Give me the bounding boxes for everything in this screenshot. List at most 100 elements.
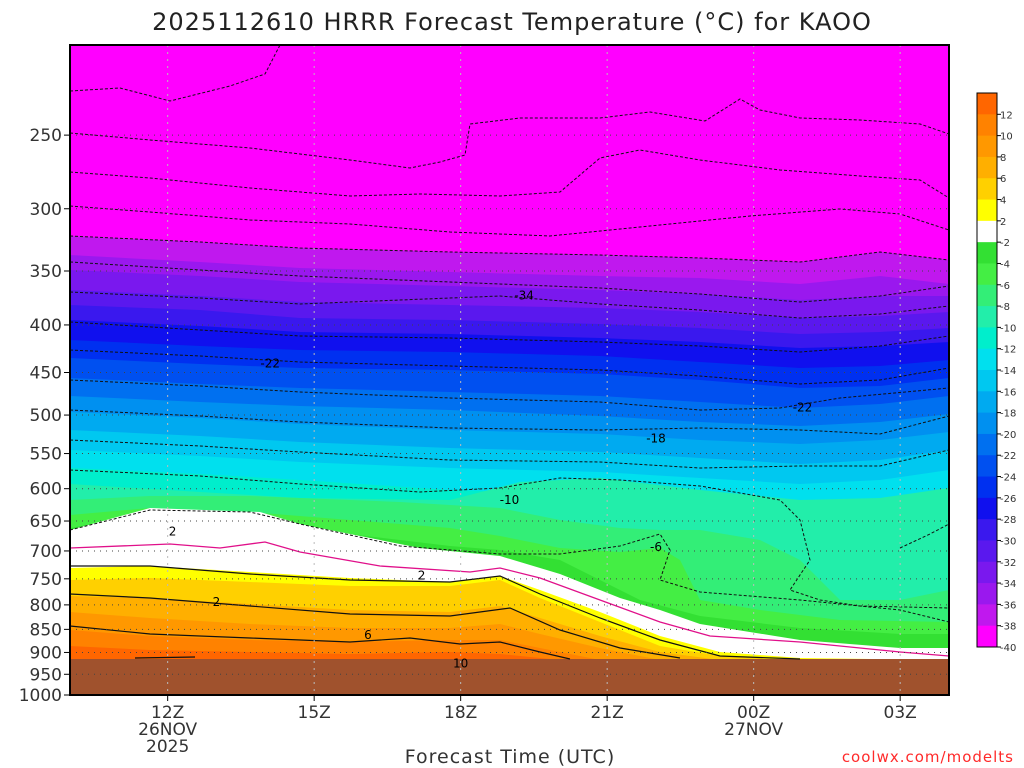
y-tick-label: 400: [30, 316, 62, 336]
colorbar-label: 12: [1000, 110, 1013, 121]
x-tick-label: 27NOV: [724, 720, 783, 740]
contour-label: -34: [514, 289, 534, 303]
y-tick-label: 900: [30, 643, 62, 663]
isotherm-line: [70, 565, 801, 660]
x-tick-label: 12Z: [151, 703, 184, 723]
colorbar-label: -6: [1000, 281, 1010, 292]
x-tick-label: 21Z: [591, 703, 624, 723]
colorbar-swatch: [977, 391, 997, 414]
colorbar-swatch: [977, 135, 997, 158]
y-tick-label: 650: [30, 512, 62, 532]
colorbar-label: -24: [1000, 473, 1016, 484]
isotherm-line: [70, 321, 949, 353]
colorbar-swatch: [977, 242, 997, 264]
y-tick-label: 800: [30, 596, 62, 616]
colorbar-swatch: [977, 348, 997, 371]
colorbar-swatch: [977, 114, 997, 137]
colorbar-swatch: [977, 370, 997, 392]
colorbar-label: -14: [1000, 366, 1016, 377]
isotherm-line: [70, 469, 949, 609]
colorbar-label: -18: [1000, 409, 1016, 420]
colorbar-swatch: [977, 583, 997, 605]
colorbar-swatch: [977, 327, 997, 350]
contour-label: -10: [500, 493, 520, 507]
contour-label: -6: [650, 540, 662, 554]
colorbar-label: -8: [1000, 302, 1010, 313]
isotherm-line: [899, 523, 949, 549]
isotherm-line: [70, 45, 281, 102]
colorbar-label: -12: [1000, 345, 1016, 356]
watermark-text: coolwx.com/modelts: [842, 748, 1014, 766]
isotherm-line: [70, 379, 949, 411]
x-tick-label: 18Z: [444, 703, 477, 723]
y-tick-label: 600: [30, 480, 62, 500]
isotherm-line: [70, 205, 949, 237]
x-tick-label: 15Z: [298, 703, 331, 723]
colorbar-label: -40: [1000, 643, 1016, 654]
color-bar: 12 10 8 6 4 2 -2 -4 -6 -8 -10 -12 -14 -16 -18 -20 -22 -24…: [976, 92, 1016, 654]
contour-label: -22: [793, 401, 813, 415]
y-axis-ticks: 250 300 350 400 450 500 550 600 650 700 750 800 850 9…: [19, 126, 70, 706]
y-tick-label: 750: [30, 570, 62, 590]
colorbar-swatch: [977, 625, 997, 648]
x-axis-label: Forecast Time (UTC): [405, 746, 615, 768]
colorbar-swatch: [977, 93, 997, 115]
contour-label: 2: [213, 595, 221, 609]
isotherm-line: [70, 349, 949, 385]
contour-label: -22: [260, 356, 280, 370]
colorbar-label: -32: [1000, 558, 1016, 569]
colorbar-swatch: [977, 561, 997, 584]
colorbar-swatch: [977, 497, 997, 520]
grid-lines: [70, 45, 949, 695]
y-tick-label: 350: [30, 262, 62, 282]
colorbar-swatch: [977, 540, 997, 563]
y-tick-label: 700: [30, 542, 62, 562]
colorbar-label: -30: [1000, 536, 1016, 547]
contour-labels: -34 -22 -22 -18 -10 -6 2 2 2 6 10: [169, 289, 813, 671]
colorbar-swatch: [977, 519, 997, 541]
colorbar-swatch: [977, 263, 997, 286]
colorbar-swatch: [977, 433, 997, 456]
colorbar-label: 2: [1000, 217, 1006, 228]
isotherm-line: [70, 149, 949, 199]
colorbar-label: 8: [1000, 153, 1006, 164]
colorbar-swatch: [977, 199, 997, 222]
isotherm-line: [70, 593, 681, 659]
colorbar-swatch: [977, 476, 997, 499]
colorbar-label: 4: [1000, 196, 1006, 207]
plot-area: [70, 45, 949, 695]
isotherm-line: [70, 625, 571, 660]
y-tick-label: 550: [30, 445, 62, 465]
colorbar-swatch: [977, 412, 997, 435]
isotherm-line: [70, 439, 949, 469]
isotherm-line: [70, 261, 949, 303]
x-tick-label: 00Z: [737, 703, 770, 723]
colorbar-swatch: [977, 220, 997, 243]
colorbar-swatch: [977, 455, 997, 478]
colorbar-label: -28: [1000, 515, 1016, 526]
y-tick-label: 250: [30, 126, 62, 146]
colorbar-label: -22: [1000, 451, 1016, 462]
contour-label: -18: [646, 432, 666, 446]
isotherm-contours-dashed: [70, 45, 949, 623]
x-tick-label: 03Z: [884, 703, 917, 723]
y-tick-label: 850: [30, 620, 62, 640]
colorbar-label: -16: [1000, 387, 1016, 398]
colorbar-label: -36: [1000, 600, 1016, 611]
colorbar-label: -34: [1000, 579, 1016, 590]
colorbar-swatch: [977, 284, 997, 307]
isotherm-line: [70, 509, 949, 623]
y-tick-label: 1000: [19, 686, 62, 706]
colorbar-label: 6: [1000, 174, 1006, 185]
colorbar-swatch: [977, 604, 997, 627]
isotherm-contours-solid: [70, 565, 801, 660]
colorbar-label: -2: [1000, 238, 1010, 249]
plot-frame: [69, 44, 950, 696]
contour-label: 2: [169, 524, 177, 538]
colorbar-label: 10: [1000, 132, 1013, 143]
colorbar-label: -10: [1000, 323, 1016, 334]
colorbar-swatch: [977, 178, 997, 201]
colorbar-swatch: [977, 156, 997, 179]
